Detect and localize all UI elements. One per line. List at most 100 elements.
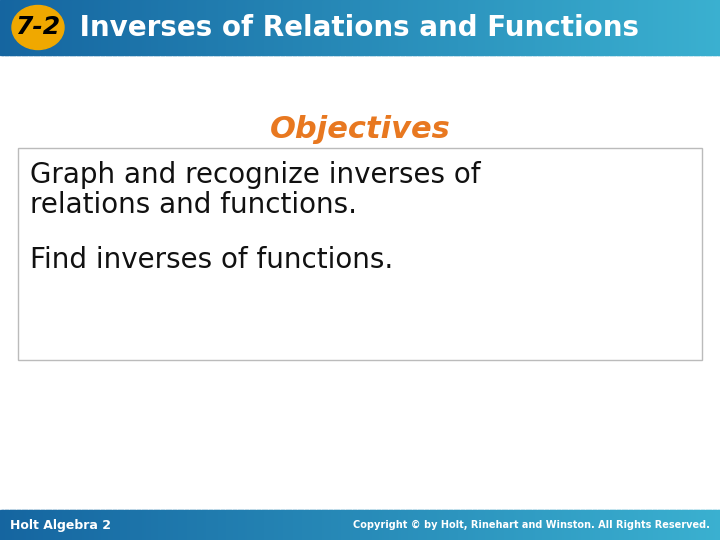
Bar [336,510,339,540]
Bar [81,0,85,55]
Bar [449,0,452,55]
Bar [430,0,433,55]
Bar [425,510,428,540]
Bar [243,0,246,55]
Bar [322,510,325,540]
Bar [351,0,354,55]
Bar [173,510,176,540]
Bar [89,0,92,55]
Bar [482,0,486,55]
Bar [593,0,596,55]
Bar [492,0,495,55]
Bar [667,510,670,540]
Bar [693,510,697,540]
Bar [538,0,541,55]
Bar [225,510,229,540]
Bar [185,510,188,540]
Bar [369,0,373,55]
Bar [63,0,66,55]
Bar [629,510,632,540]
Bar [58,0,61,55]
Bar [477,510,481,540]
Bar [161,0,164,55]
Bar [89,510,92,540]
Bar [715,0,719,55]
Bar [60,510,63,540]
Bar [487,0,490,55]
Bar [55,0,58,55]
Bar [497,510,500,540]
Bar [329,0,332,55]
Text: relations and functions.: relations and functions. [30,191,357,219]
Bar [686,510,690,540]
Bar [516,510,519,540]
Bar [605,510,608,540]
Bar [648,510,652,540]
Bar [405,510,409,540]
Bar [600,0,603,55]
Bar [502,510,505,540]
Bar [585,510,589,540]
Bar [120,0,123,55]
Bar [70,0,73,55]
Bar [463,0,467,55]
Bar [401,510,404,540]
Bar [569,0,572,55]
Bar [531,510,534,540]
Bar [535,0,539,55]
Bar [660,0,663,55]
Bar [511,0,515,55]
Bar [559,510,562,540]
Bar [509,0,512,55]
Bar [211,510,215,540]
Bar [22,0,25,55]
Bar [252,0,256,55]
Bar [626,510,630,540]
Bar [686,0,690,55]
Bar [34,0,37,55]
Bar [286,510,289,540]
Bar [79,0,83,55]
Bar [209,0,212,55]
Bar [197,0,200,55]
Bar [315,0,318,55]
Bar [319,510,323,540]
Bar [552,510,555,540]
Bar [216,0,220,55]
Bar [192,510,195,540]
Bar [31,510,35,540]
Bar [374,0,378,55]
Bar [387,510,390,540]
Bar [639,0,642,55]
Bar [351,510,354,540]
Bar [99,510,102,540]
Bar [336,0,339,55]
Bar [5,510,8,540]
Bar [437,510,440,540]
Bar [17,510,20,540]
Bar [235,0,238,55]
Bar [403,0,407,55]
Bar [271,0,274,55]
Bar [355,0,359,55]
Bar [19,0,22,55]
Text: 7-2: 7-2 [15,16,60,39]
Bar [432,510,436,540]
Bar [473,0,476,55]
Bar [79,510,83,540]
Bar [276,510,279,540]
Bar [207,510,210,540]
Bar [326,0,330,55]
Bar [180,510,184,540]
Bar [271,510,274,540]
Bar [444,510,447,540]
Bar [643,510,647,540]
Bar [250,0,253,55]
Bar [274,510,277,540]
Bar [233,510,236,540]
Bar [648,0,652,55]
Bar [305,510,308,540]
Bar [650,510,654,540]
Bar [29,0,32,55]
Bar [533,510,536,540]
